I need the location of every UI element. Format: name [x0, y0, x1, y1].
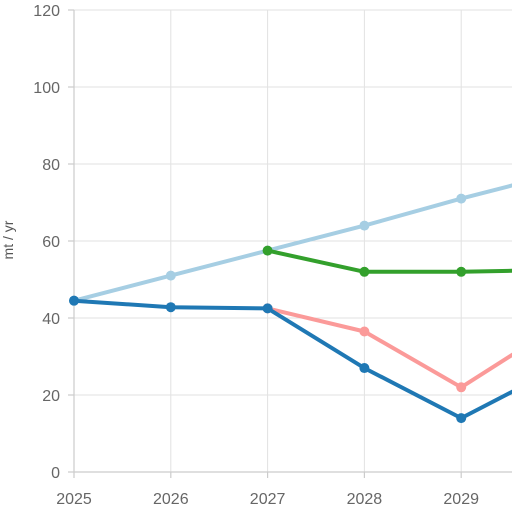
data-point — [69, 295, 79, 306]
series-2 — [262, 245, 512, 277]
x-tick-label: 2026 — [153, 491, 189, 508]
data-point — [359, 326, 370, 337]
data-point — [359, 220, 370, 231]
y-tick-labels: 0 20 40 60 80 100 120 — [33, 3, 60, 482]
y-tick-label: 20 — [42, 388, 60, 405]
series-4 — [69, 295, 512, 424]
y-tick-label: 100 — [33, 80, 60, 97]
data-point — [165, 302, 176, 313]
axes — [68, 9, 512, 478]
data-point — [456, 382, 467, 393]
x-tick-label: 2027 — [250, 491, 286, 508]
x-tick-label: 2025 — [56, 491, 92, 508]
data-point — [359, 266, 370, 277]
x-tick-label: 2029 — [443, 491, 479, 508]
x-tick-label: 2028 — [347, 491, 383, 508]
series-line — [265, 248, 512, 274]
series-line — [265, 306, 512, 390]
series-line — [72, 183, 512, 303]
y-tick-label: 60 — [42, 234, 60, 251]
data-point — [359, 363, 370, 374]
y-tick-label: 120 — [33, 3, 60, 20]
y-tick-label: 80 — [42, 157, 60, 174]
x-tick-labels: 2025 2026 2027 2028 2029 — [56, 491, 479, 508]
series-1 — [69, 183, 512, 306]
data-point — [262, 245, 273, 256]
y-tick-label: 0 — [51, 465, 60, 482]
data-point — [165, 270, 176, 281]
y-axis-label: mt / yr — [0, 220, 16, 259]
series-lines — [69, 183, 512, 424]
data-point — [456, 266, 467, 277]
x-gridlines — [73, 10, 462, 472]
y-gridlines — [74, 9, 512, 473]
data-point — [262, 303, 273, 314]
series-line — [72, 298, 512, 421]
data-point — [456, 413, 467, 424]
y-tick-label: 40 — [42, 311, 60, 328]
data-point — [456, 193, 467, 204]
